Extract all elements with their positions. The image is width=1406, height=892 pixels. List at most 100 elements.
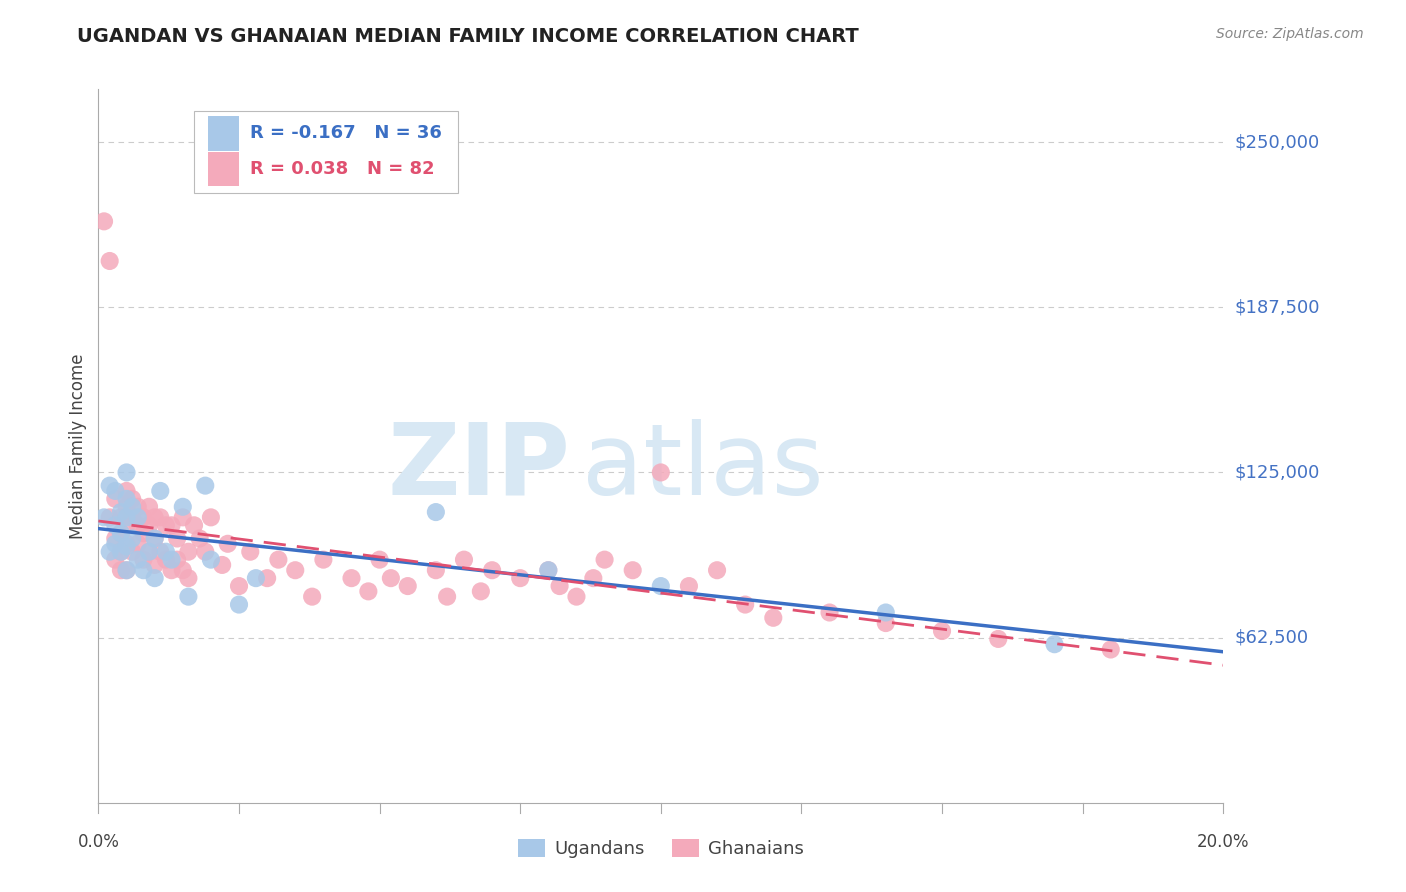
- Point: [115, 466, 138, 480]
- Point: [188, 532, 211, 546]
- Text: $187,500: $187,500: [1234, 298, 1320, 317]
- Point: [453, 552, 475, 566]
- Point: [149, 545, 172, 559]
- Point: [149, 510, 172, 524]
- Point: [110, 526, 132, 541]
- Point: [121, 510, 143, 524]
- Point: [121, 545, 143, 559]
- Point: [127, 510, 149, 524]
- Point: [98, 254, 121, 268]
- Point: [734, 598, 756, 612]
- Point: [127, 518, 149, 533]
- Point: [121, 500, 143, 514]
- Point: [155, 518, 177, 533]
- Text: $250,000: $250,000: [1234, 133, 1320, 151]
- Point: [115, 540, 138, 554]
- Point: [115, 483, 138, 498]
- Point: [104, 518, 127, 533]
- Point: [155, 545, 177, 559]
- Point: [104, 532, 127, 546]
- Point: [104, 537, 127, 551]
- Point: [115, 491, 138, 506]
- FancyBboxPatch shape: [194, 111, 458, 193]
- Text: $62,500: $62,500: [1234, 629, 1309, 647]
- Point: [110, 526, 132, 541]
- Point: [160, 552, 183, 566]
- Point: [155, 552, 177, 566]
- Point: [177, 545, 200, 559]
- Point: [706, 563, 728, 577]
- Point: [301, 590, 323, 604]
- Point: [357, 584, 380, 599]
- Point: [200, 510, 222, 524]
- Point: [875, 606, 897, 620]
- Point: [160, 518, 183, 533]
- Point: [110, 510, 132, 524]
- Point: [875, 616, 897, 631]
- Point: [110, 563, 132, 577]
- Point: [987, 632, 1010, 646]
- Point: [380, 571, 402, 585]
- Point: [762, 611, 785, 625]
- Legend: Ugandans, Ghanaians: Ugandans, Ghanaians: [510, 831, 811, 865]
- Point: [818, 606, 841, 620]
- Point: [93, 214, 115, 228]
- Point: [593, 552, 616, 566]
- Point: [143, 571, 166, 585]
- Point: [183, 518, 205, 533]
- Point: [217, 537, 239, 551]
- Point: [115, 537, 138, 551]
- Point: [115, 563, 138, 577]
- Text: Source: ZipAtlas.com: Source: ZipAtlas.com: [1216, 27, 1364, 41]
- Point: [194, 545, 217, 559]
- Point: [284, 563, 307, 577]
- Point: [678, 579, 700, 593]
- Point: [127, 552, 149, 566]
- Point: [228, 579, 250, 593]
- Text: $125,000: $125,000: [1234, 464, 1320, 482]
- Y-axis label: Median Family Income: Median Family Income: [69, 353, 87, 539]
- Text: ZIP: ZIP: [388, 419, 571, 516]
- Point: [115, 500, 138, 514]
- Point: [267, 552, 290, 566]
- Point: [98, 478, 121, 492]
- Point: [166, 552, 188, 566]
- Point: [115, 563, 138, 577]
- Point: [1099, 642, 1122, 657]
- Text: R = 0.038   N = 82: R = 0.038 N = 82: [250, 161, 434, 178]
- Point: [396, 579, 419, 593]
- Point: [481, 563, 503, 577]
- Point: [104, 483, 127, 498]
- Point: [127, 537, 149, 551]
- Point: [132, 526, 155, 541]
- Point: [470, 584, 492, 599]
- Point: [537, 563, 560, 577]
- Point: [582, 571, 605, 585]
- Point: [166, 532, 188, 546]
- Point: [121, 532, 143, 546]
- Point: [115, 510, 138, 524]
- Point: [650, 466, 672, 480]
- Point: [931, 624, 953, 638]
- Point: [104, 552, 127, 566]
- Point: [143, 510, 166, 524]
- Point: [110, 545, 132, 559]
- Point: [211, 558, 233, 572]
- Point: [312, 552, 335, 566]
- Point: [132, 552, 155, 566]
- Point: [160, 563, 183, 577]
- Point: [143, 532, 166, 546]
- Point: [425, 505, 447, 519]
- Text: 0.0%: 0.0%: [77, 833, 120, 851]
- Point: [177, 571, 200, 585]
- Point: [200, 552, 222, 566]
- Point: [621, 563, 644, 577]
- Point: [650, 579, 672, 593]
- Point: [537, 563, 560, 577]
- Point: [138, 518, 160, 533]
- Point: [127, 500, 149, 514]
- Point: [172, 563, 194, 577]
- Bar: [208, 152, 239, 186]
- Point: [110, 505, 132, 519]
- Point: [132, 563, 155, 577]
